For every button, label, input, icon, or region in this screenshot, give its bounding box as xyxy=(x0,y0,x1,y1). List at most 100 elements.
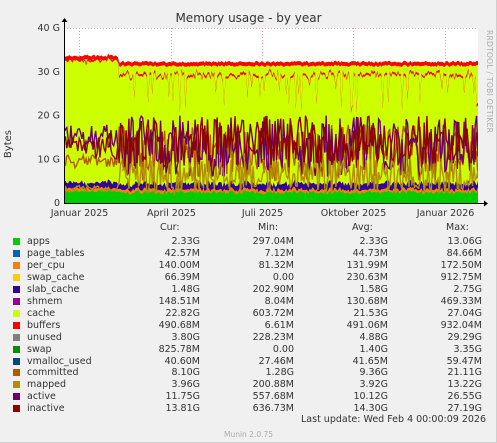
legend-swatch xyxy=(13,273,20,281)
legend-row-inactive: inactive 13.81G 636.73M 14.30G 27.19G xyxy=(13,403,493,415)
legend-value-cur: 3.96G xyxy=(171,379,200,391)
legend-series-name: apps xyxy=(27,236,50,247)
legend-value-avg: 1.40G xyxy=(359,343,388,355)
legend-swatch xyxy=(13,321,20,329)
legend-value-max: 13.22G xyxy=(447,379,482,391)
legend-row-cache: cache 22.82G 603.72M 21.53G 27.04G xyxy=(13,308,493,320)
legend-value-avg: 21.53G xyxy=(353,307,388,319)
x-tick-label: Januar 2025 xyxy=(50,208,109,219)
y-tick-label: 10 G xyxy=(38,154,60,165)
rrdtool-credit: RRDTOOL / TOBI OETIKER xyxy=(485,30,494,134)
chart-title: Memory usage - by year xyxy=(175,11,322,25)
legend-value-avg: 41.65M xyxy=(352,355,388,367)
x-tick-label: Oktober 2025 xyxy=(321,208,387,219)
legend-value-max: 469.33M xyxy=(440,295,482,307)
legend-value-cur: 140.00M xyxy=(158,259,200,271)
inactive-line xyxy=(64,115,478,168)
legend-row-buffers: buffers 490.68M 6.61M 491.06M 932.04M xyxy=(13,320,493,332)
legend-swatch xyxy=(13,381,20,389)
legend-header-max: Max: xyxy=(446,222,469,233)
legend-value-min: 0.00 xyxy=(272,343,294,355)
munin-version: Munin 2.0.75 xyxy=(223,430,274,439)
legend-value-avg: 3.92G xyxy=(359,379,388,391)
legend-swatch xyxy=(13,285,20,293)
legend-series-name: vmalloc_used xyxy=(27,355,92,367)
legend-value-cur: 42.57M xyxy=(164,247,200,259)
legend-value-cur: 148.51M xyxy=(158,295,200,307)
y-axis-arrow xyxy=(61,18,68,22)
legend-swatch xyxy=(13,309,20,317)
legend-value-min: 81.32M xyxy=(258,259,294,271)
legend-value-cur: 8.10G xyxy=(171,367,200,379)
legend-value-avg: 491.06M xyxy=(346,319,388,331)
legend-value-avg: 4.88G xyxy=(359,331,388,343)
legend-row-apps: apps 2.33G 297.04M 2.33G 13.06G xyxy=(13,236,493,248)
legend-swatch xyxy=(13,369,20,377)
legend-series-name: unused xyxy=(27,331,62,343)
legend-value-min: 200.88M xyxy=(252,379,294,391)
legend-value-cur: 3.80G xyxy=(171,331,200,343)
legend-value-avg: 131.99M xyxy=(346,259,388,271)
legend-value-min: 0.00 xyxy=(272,271,294,283)
y-tick-label: 30 G xyxy=(38,67,60,78)
legend-swatch xyxy=(13,345,20,353)
legend-row-unused: unused 3.80G 228.23M 4.88G 29.29G xyxy=(13,332,493,344)
legend-swatch xyxy=(13,405,20,413)
mapped-line xyxy=(64,158,478,197)
legend-header-avg: Avg: xyxy=(352,222,373,233)
legend-value-cur: 11.75G xyxy=(165,391,200,403)
legend-row-active: active 11.75G 557.68M 10.12G 26.55G xyxy=(13,391,493,403)
legend-value-avg: 44.73M xyxy=(352,247,388,259)
legend-value-cur: 825.78M xyxy=(158,343,200,355)
legend-value-max: 13.06G xyxy=(447,236,482,247)
legend-header-cur: Cur: xyxy=(160,222,180,233)
legend-value-avg: 1.58G xyxy=(359,283,388,295)
legend-row-slab-cache: slab_cache 1.48G 202.90M 1.58G 2.75G xyxy=(13,284,493,296)
memory-area-chart: 0 10 G 20 G 30 G 40 G Januar 2025 April 2025 Ju… xyxy=(38,18,488,219)
x-tick-label: April 2025 xyxy=(147,208,196,219)
legend-value-cur: 13.81G xyxy=(165,403,200,415)
legend-value-max: 59.47M xyxy=(446,355,482,367)
series-lines xyxy=(64,114,478,197)
legend-swatch xyxy=(13,249,20,257)
legend-row-swap: swap 825.78M 0.00 1.40G 3.35G xyxy=(13,344,493,356)
legend-value-max: 932.04M xyxy=(440,319,482,331)
x-tick-label: Januar 2026 xyxy=(416,208,475,219)
legend-series-name: mapped xyxy=(27,379,67,391)
legend-value-avg: 14.30G xyxy=(353,403,388,415)
legend-value-avg: 9.36G xyxy=(359,367,388,379)
legend-value-min: 8.04M xyxy=(264,295,294,307)
axes: 0 10 G 20 G 30 G 40 G Januar 2025 April 2025 Ju… xyxy=(38,18,488,219)
legend-value-min: 603.72M xyxy=(252,307,294,319)
legend-value-min: 557.68M xyxy=(252,391,294,403)
legend-series-name: swap_cache xyxy=(27,271,85,283)
legend-header-min: Min: xyxy=(258,222,279,233)
legend-value-max: 3.35G xyxy=(453,343,482,355)
legend-series-name: slab_cache xyxy=(27,283,80,295)
legend-value-min: 7.12M xyxy=(264,247,294,259)
apps-area xyxy=(64,189,478,203)
y-tick-label: 20 G xyxy=(38,111,60,122)
legend-value-avg: 2.33G xyxy=(359,236,388,247)
legend-value-avg: 10.12G xyxy=(353,391,388,403)
x-axis-arrow xyxy=(484,200,488,207)
legend-swatch xyxy=(13,357,20,365)
legend-row-page-tables: page_tables 42.57M 7.12M 44.73M 84.66M xyxy=(13,248,493,260)
legend-series-name: shmem xyxy=(27,295,63,307)
unused-top-area xyxy=(64,53,478,67)
legend-value-min: 228.23M xyxy=(252,331,294,343)
legend-value-min: 636.73M xyxy=(252,403,294,415)
legend-value-cur: 22.82G xyxy=(165,307,200,319)
legend-row-shmem: shmem 148.51M 8.04M 130.68M 469.33M xyxy=(13,296,493,308)
legend-value-max: 21.11G xyxy=(447,367,482,379)
legend-value-cur: 66.39M xyxy=(164,271,200,283)
legend-series-name: cache xyxy=(27,307,56,319)
legend-value-cur: 2.33G xyxy=(171,236,200,247)
legend-value-cur: 40.60M xyxy=(164,355,200,367)
legend-value-max: 84.66M xyxy=(446,247,482,259)
legend-value-min: 6.61M xyxy=(264,319,294,331)
legend-series-name: committed xyxy=(27,367,79,379)
legend-value-cur: 1.48G xyxy=(171,283,200,295)
legend-swatch xyxy=(13,393,20,401)
